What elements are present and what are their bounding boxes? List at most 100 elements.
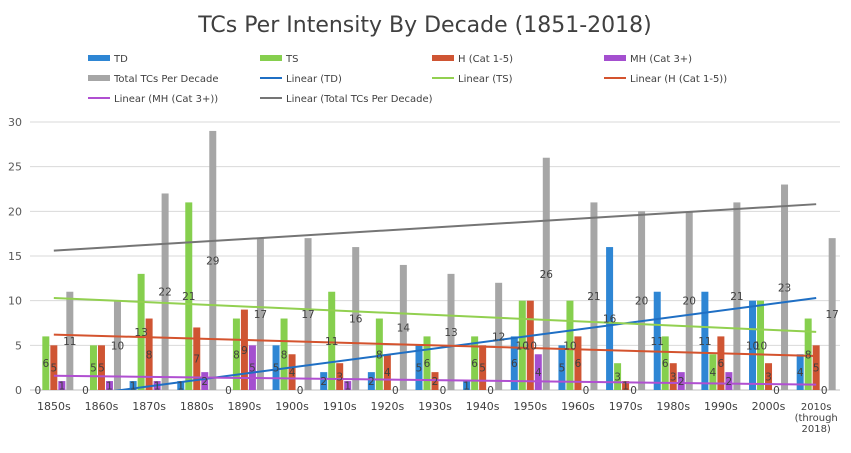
data-label: 0 bbox=[440, 385, 447, 397]
bar-ts bbox=[89, 345, 97, 390]
bar-td bbox=[749, 300, 757, 390]
y-tick-label: 5 bbox=[15, 339, 22, 352]
x-tick-label: 1850s bbox=[37, 400, 71, 413]
data-label: 0 bbox=[773, 385, 780, 397]
legend: TD TS H (Cat 1-5) MH (Cat 3+) Total TCs Per … bbox=[88, 54, 727, 105]
data-label: 0 bbox=[821, 385, 828, 397]
data-label: 5 bbox=[249, 363, 256, 375]
x-tick-label: 1910s bbox=[323, 400, 357, 413]
bar-total-tcs-per-decade bbox=[781, 184, 789, 390]
data-label: 13 bbox=[444, 327, 457, 339]
data-label: 1 bbox=[154, 381, 161, 393]
bar-h-cat-1-5- bbox=[288, 354, 296, 390]
bar-td bbox=[653, 291, 661, 390]
legend-label: TD bbox=[113, 54, 128, 65]
bar-total-tcs-per-decade bbox=[542, 157, 550, 390]
x-tick-label: 2018) bbox=[801, 424, 830, 435]
bar-ts bbox=[661, 336, 669, 390]
data-label: 8 bbox=[146, 349, 153, 361]
bar-mh-cat-3- bbox=[344, 381, 352, 390]
bar-mh-cat-3- bbox=[677, 372, 685, 390]
bar-td bbox=[320, 372, 328, 390]
bar-total-tcs-per-decade bbox=[66, 291, 74, 390]
bar-ts bbox=[757, 300, 765, 390]
data-label: 17 bbox=[301, 309, 314, 321]
data-label: 8 bbox=[805, 349, 812, 361]
data-label: 2 bbox=[726, 376, 733, 388]
bar-h-cat-1-5- bbox=[240, 309, 248, 390]
x-tick-label: 1890s bbox=[228, 400, 262, 413]
data-label: 1 bbox=[58, 381, 65, 393]
bar-ts bbox=[566, 300, 574, 390]
data-label: 4 bbox=[797, 367, 804, 379]
data-label: 1 bbox=[622, 381, 629, 393]
data-label: 2 bbox=[678, 376, 685, 388]
bar-ts bbox=[42, 336, 50, 390]
data-label: 2 bbox=[201, 376, 208, 388]
data-label: 1 bbox=[130, 381, 137, 393]
bar-ts bbox=[804, 318, 812, 390]
bar-h-cat-1-5- bbox=[336, 363, 344, 390]
data-label: 6 bbox=[575, 358, 582, 370]
data-label: 3 bbox=[765, 372, 772, 384]
bar-td bbox=[415, 345, 423, 390]
bar-mh-cat-3- bbox=[58, 381, 66, 390]
data-label: 6 bbox=[471, 358, 478, 370]
x-tick-label: 1980s bbox=[656, 400, 690, 413]
legend-swatch bbox=[604, 55, 626, 61]
legend-swatch bbox=[432, 55, 454, 61]
bar-total-tcs-per-decade bbox=[399, 264, 407, 390]
bar-h-cat-1-5- bbox=[717, 336, 725, 390]
bar-ts bbox=[137, 273, 145, 390]
data-label: 21 bbox=[730, 291, 743, 303]
data-label: 17 bbox=[254, 309, 267, 321]
data-label: 10 bbox=[563, 340, 576, 352]
bar-h-cat-1-5- bbox=[479, 345, 487, 390]
bar-td bbox=[272, 345, 280, 390]
legend-label: Linear (TD) bbox=[286, 74, 342, 85]
legend-label: Total TCs Per Decade bbox=[113, 74, 219, 85]
data-label: 2 bbox=[432, 376, 439, 388]
bar-td bbox=[558, 345, 566, 390]
bar-ts bbox=[185, 202, 193, 390]
data-label: 14 bbox=[397, 322, 411, 334]
data-label: 6 bbox=[424, 358, 431, 370]
bar-td bbox=[367, 372, 375, 390]
legend-swatch bbox=[260, 55, 282, 61]
bar-td bbox=[606, 247, 614, 390]
x-tick-label: 1950s bbox=[513, 400, 547, 413]
bar-total-tcs-per-decade bbox=[638, 211, 646, 390]
data-label: 6 bbox=[718, 358, 725, 370]
bar-ts bbox=[709, 354, 717, 390]
bar-ts bbox=[280, 318, 288, 390]
data-label: 1 bbox=[106, 381, 113, 393]
bar-h-cat-1-5- bbox=[97, 345, 105, 390]
data-label: 17 bbox=[825, 309, 838, 321]
bar-mh-cat-3- bbox=[105, 381, 113, 390]
data-label: 6 bbox=[662, 358, 669, 370]
bar-ts bbox=[423, 336, 431, 390]
data-label: 1 bbox=[344, 381, 351, 393]
trendline-linear-td- bbox=[113, 296, 817, 390]
trendline-linear-mh-cat-3- bbox=[53, 374, 817, 386]
bar-total-tcs-per-decade bbox=[495, 282, 503, 390]
x-tick-label: 1970s bbox=[609, 400, 643, 413]
x-tick-label: 1880s bbox=[180, 400, 214, 413]
data-label: 9 bbox=[241, 345, 248, 357]
data-label: 2 bbox=[368, 376, 375, 388]
trendline-linear-total-tcs-per-decade- bbox=[53, 203, 817, 252]
bar-h-cat-1-5- bbox=[383, 354, 391, 390]
bar-ts bbox=[375, 318, 383, 390]
data-label: 10 bbox=[111, 340, 124, 352]
data-label: 4 bbox=[535, 367, 542, 379]
bar-total-tcs-per-decade bbox=[733, 202, 741, 390]
data-label: 0 bbox=[225, 385, 232, 397]
bar-h-cat-1-5- bbox=[145, 318, 153, 390]
data-label: 1 bbox=[177, 381, 184, 393]
data-label: 5 bbox=[416, 363, 423, 375]
data-label: 20 bbox=[683, 296, 696, 308]
legend-label: TS bbox=[285, 54, 298, 65]
bar-h-cat-1-5- bbox=[193, 327, 201, 390]
